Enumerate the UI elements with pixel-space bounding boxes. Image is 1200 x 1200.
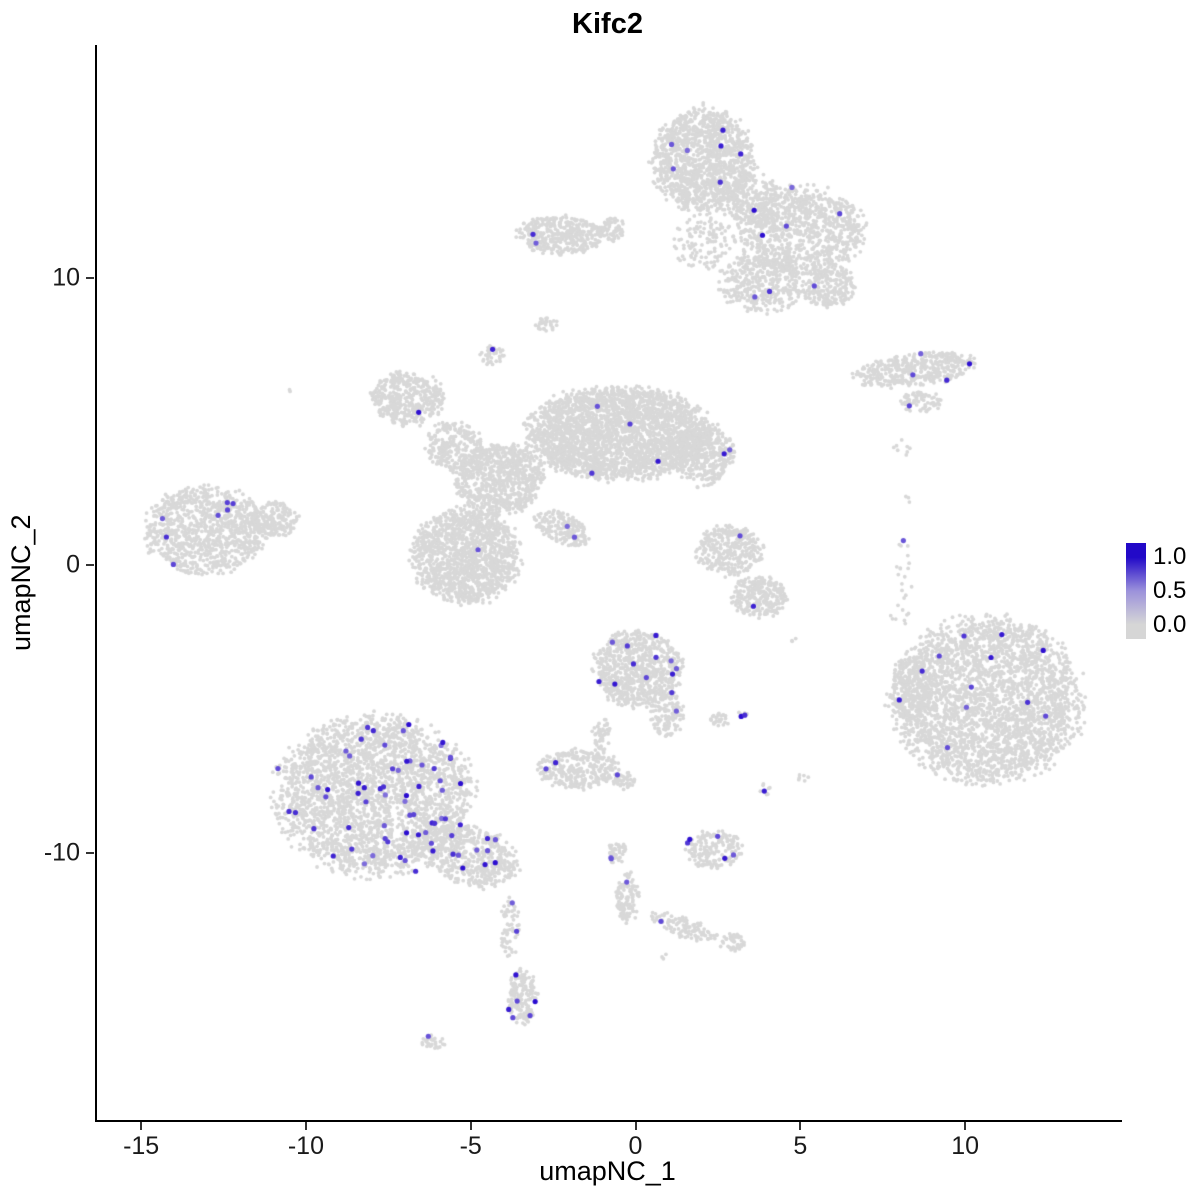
umap-scatter-canvas bbox=[97, 45, 1122, 1120]
x-tick-label: 10 bbox=[951, 1132, 979, 1160]
y-tick-mark bbox=[86, 564, 94, 567]
y-tick-mark bbox=[86, 276, 94, 279]
x-tick-mark bbox=[140, 1122, 143, 1130]
plot-panel bbox=[95, 45, 1122, 1122]
x-tick-mark bbox=[304, 1122, 307, 1130]
legend-tick-label: 0.5 bbox=[1153, 577, 1187, 604]
y-tick-label: -10 bbox=[43, 838, 80, 867]
x-tick-mark bbox=[634, 1122, 637, 1130]
y-axis-label: umapNC_2 bbox=[6, 514, 36, 651]
legend-tick-label: 1.0 bbox=[1153, 543, 1187, 570]
y-tick-label: 0 bbox=[66, 550, 80, 579]
x-tick-label: -15 bbox=[123, 1132, 160, 1160]
legend-tick-label: 0.0 bbox=[1153, 611, 1187, 638]
plot-title: Kifc2 bbox=[572, 8, 643, 40]
y-tick-label: 10 bbox=[52, 263, 80, 292]
legend: 1.0 0.5 0.0 bbox=[1126, 543, 1200, 643]
x-tick-mark bbox=[964, 1122, 967, 1130]
x-tick-label: -5 bbox=[459, 1132, 482, 1160]
y-tick-mark bbox=[86, 851, 94, 854]
x-tick-label: 5 bbox=[793, 1132, 808, 1160]
legend-colorbar bbox=[1126, 543, 1146, 639]
x-tick-mark bbox=[799, 1122, 802, 1130]
x-tick-label: -10 bbox=[287, 1132, 324, 1160]
x-axis-label: umapNC_1 bbox=[539, 1156, 676, 1186]
x-tick-mark bbox=[469, 1122, 472, 1130]
x-tick-label: 0 bbox=[628, 1132, 643, 1160]
